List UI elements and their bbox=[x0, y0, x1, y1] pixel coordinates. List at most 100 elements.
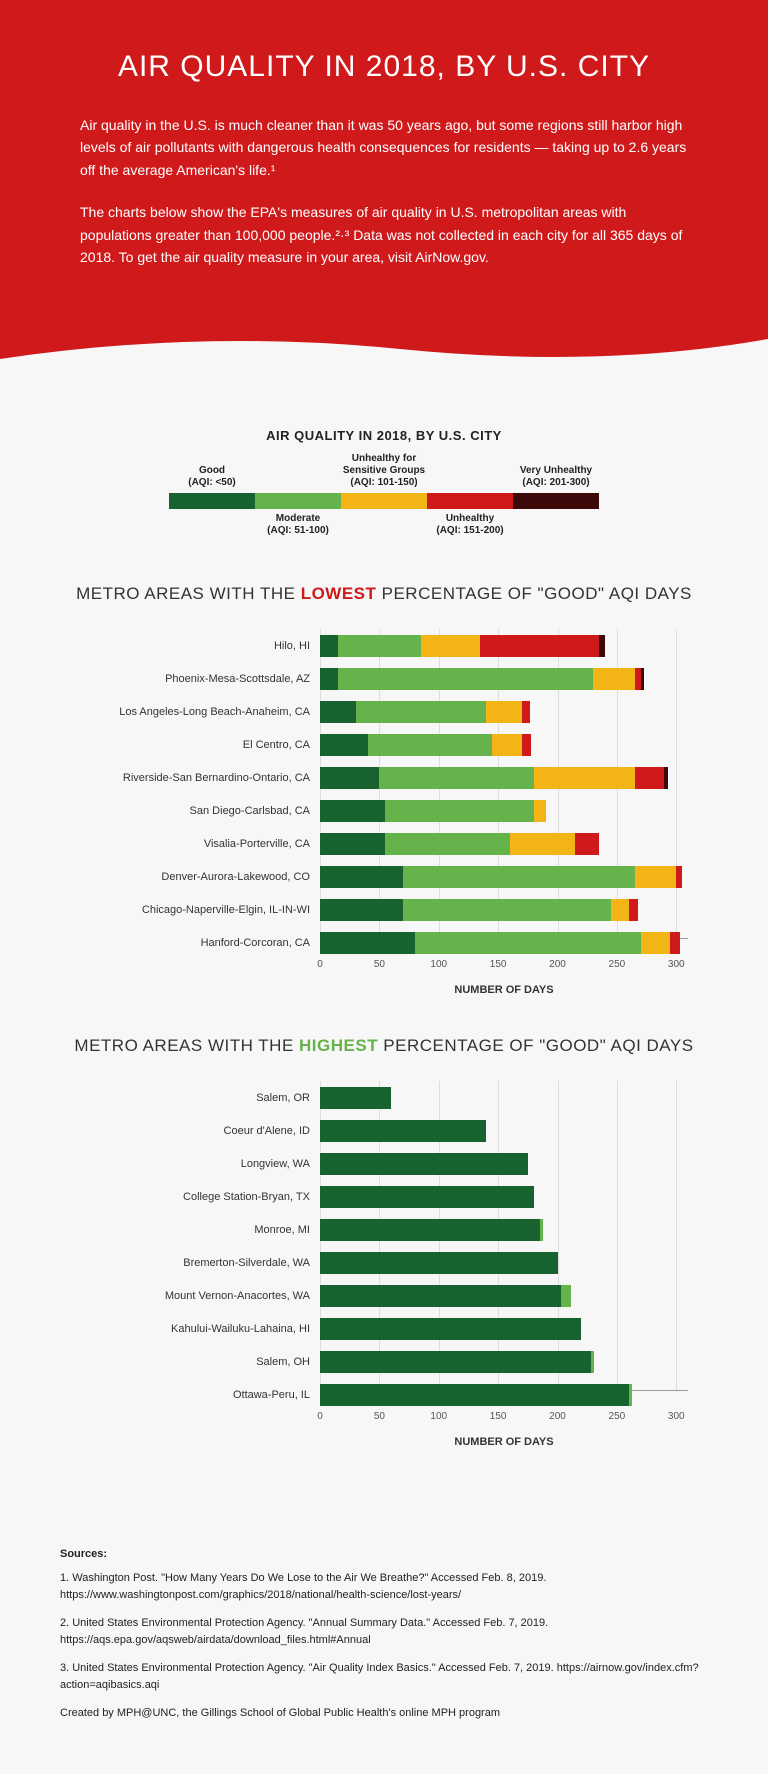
bar-stack bbox=[320, 1087, 391, 1109]
bar-segment bbox=[629, 899, 639, 921]
bar-segment bbox=[591, 1351, 595, 1373]
bar-segment bbox=[641, 932, 671, 954]
legend-label-1: Moderate(AQI: 51-100) bbox=[248, 513, 348, 537]
bar-stack bbox=[320, 1252, 558, 1274]
legend-label-2: Unhealthy for Sensitive Groups(AQI: 101-… bbox=[334, 453, 434, 489]
x-tick: 200 bbox=[549, 1411, 566, 1422]
source-item: 3. United States Environmental Protectio… bbox=[60, 1660, 708, 1693]
bar-label: El Centro, CA bbox=[80, 739, 320, 751]
bar-segment bbox=[522, 701, 530, 723]
bar-label: Bremerton-Silverdale, WA bbox=[80, 1257, 320, 1269]
bar-row: Hanford-Corcoran, CA bbox=[80, 926, 688, 959]
bar-stack bbox=[320, 734, 531, 756]
bar-segment bbox=[593, 668, 635, 690]
bar-stack bbox=[320, 1186, 534, 1208]
bar-segment bbox=[320, 833, 385, 855]
legend-seg-2 bbox=[341, 493, 427, 509]
bar-segment bbox=[575, 833, 599, 855]
x-tick: 300 bbox=[668, 1411, 685, 1422]
bar-segment bbox=[338, 635, 421, 657]
legend-seg-4 bbox=[513, 493, 599, 509]
bar-segment bbox=[510, 833, 575, 855]
bar-segment bbox=[534, 800, 546, 822]
x-tick: 0 bbox=[317, 1411, 323, 1422]
legend-seg-0 bbox=[169, 493, 255, 509]
legend-label-0: Good(AQI: <50) bbox=[162, 465, 262, 489]
legend-label-4: Very Unhealthy(AQI: 201-300) bbox=[506, 465, 606, 489]
x-tick: 150 bbox=[490, 959, 507, 970]
bar-segment bbox=[320, 866, 403, 888]
x-tick: 50 bbox=[374, 959, 385, 970]
sources-heading: Sources: bbox=[60, 1548, 708, 1560]
bar-segment bbox=[320, 899, 403, 921]
bar-segment bbox=[540, 1219, 544, 1241]
gridline bbox=[558, 1081, 559, 1390]
chart-highest: Salem, ORCoeur d'Alene, IDLongview, WACo… bbox=[80, 1081, 688, 1448]
bar-stack bbox=[320, 668, 644, 690]
credit-line: Created by MPH@UNC, the Gillings School … bbox=[60, 1705, 708, 1722]
bar-stack bbox=[320, 701, 530, 723]
x-tick: 200 bbox=[549, 959, 566, 970]
source-item: 2. United States Environmental Protectio… bbox=[60, 1615, 708, 1648]
bar-stack bbox=[320, 899, 638, 921]
bar-segment bbox=[403, 866, 635, 888]
bar-segment bbox=[320, 1384, 629, 1406]
bar-segment bbox=[320, 701, 356, 723]
bar-label: Longview, WA bbox=[80, 1158, 320, 1170]
bar-segment bbox=[670, 932, 680, 954]
bar-label: Denver-Aurora-Lakewood, CO bbox=[80, 871, 320, 883]
source-item: 1. Washington Post. "How Many Years Do W… bbox=[60, 1570, 708, 1603]
chart-highest-title: METRO AREAS WITH THE HIGHEST PERCENTAGE … bbox=[60, 1036, 708, 1056]
bar-segment bbox=[385, 800, 533, 822]
wave-divider bbox=[0, 329, 768, 389]
legend-label-3: Unhealthy(AQI: 151-200) bbox=[420, 513, 520, 537]
bar-stack bbox=[320, 1153, 528, 1175]
bar-segment bbox=[635, 866, 677, 888]
bar-segment bbox=[320, 1219, 540, 1241]
content-area: AIR QUALITY IN 2018, BY U.S. CITY Good(A… bbox=[0, 388, 768, 1528]
gridline bbox=[676, 1081, 677, 1390]
bar-segment bbox=[356, 701, 487, 723]
bar-segment bbox=[629, 1384, 633, 1406]
bar-stack bbox=[320, 1285, 571, 1307]
bar-segment bbox=[320, 800, 385, 822]
bar-label: Monroe, MI bbox=[80, 1224, 320, 1236]
x-tick: 0 bbox=[317, 959, 323, 970]
x-tick: 150 bbox=[490, 1411, 507, 1422]
bar-segment bbox=[368, 734, 493, 756]
bar-segment bbox=[664, 767, 668, 789]
bar-stack bbox=[320, 1351, 594, 1373]
bar-segment bbox=[403, 899, 611, 921]
bar-label: Hilo, HI bbox=[80, 640, 320, 652]
x-axis-title: NUMBER OF DAYS bbox=[320, 984, 688, 996]
chart-lowest-title: METRO AREAS WITH THE LOWEST PERCENTAGE O… bbox=[60, 584, 708, 604]
bar-label: Salem, OH bbox=[80, 1356, 320, 1368]
x-tick: 100 bbox=[430, 959, 447, 970]
bar-label: Chicago-Naperville-Elgin, IL-IN-WI bbox=[80, 904, 320, 916]
x-axis-title: NUMBER OF DAYS bbox=[320, 1436, 688, 1448]
bar-segment bbox=[385, 833, 510, 855]
bar-segment bbox=[320, 1120, 486, 1142]
bar-segment bbox=[480, 635, 599, 657]
bar-label: Phoenix-Mesa-Scottsdale, AZ bbox=[80, 673, 320, 685]
bar-stack bbox=[320, 635, 605, 657]
intro-p1: Air quality in the U.S. is much cleaner … bbox=[80, 114, 688, 181]
bar-segment bbox=[415, 932, 641, 954]
bar-label: Riverside-San Bernardino-Ontario, CA bbox=[80, 772, 320, 784]
legend-seg-3 bbox=[427, 493, 513, 509]
bar-label: Ottawa-Peru, IL bbox=[80, 1389, 320, 1401]
bar-stack bbox=[320, 1318, 581, 1340]
sources-section: Sources: 1. Washington Post. "How Many Y… bbox=[0, 1528, 768, 1774]
bar-segment bbox=[641, 668, 645, 690]
infographic-page: AIR QUALITY IN 2018, BY U.S. CITY Air qu… bbox=[0, 0, 768, 1774]
bar-segment bbox=[320, 668, 338, 690]
bar-segment bbox=[320, 1186, 534, 1208]
bar-segment bbox=[320, 767, 379, 789]
bar-stack bbox=[320, 1219, 543, 1241]
bar-row: Ottawa-Peru, IL bbox=[80, 1378, 688, 1411]
x-tick: 100 bbox=[430, 1411, 447, 1422]
bar-label: San Diego-Carlsbad, CA bbox=[80, 805, 320, 817]
bar-label: Kahului-Wailuku-Lahaina, HI bbox=[80, 1323, 320, 1335]
bar-segment bbox=[320, 734, 368, 756]
legend-seg-1 bbox=[255, 493, 341, 509]
